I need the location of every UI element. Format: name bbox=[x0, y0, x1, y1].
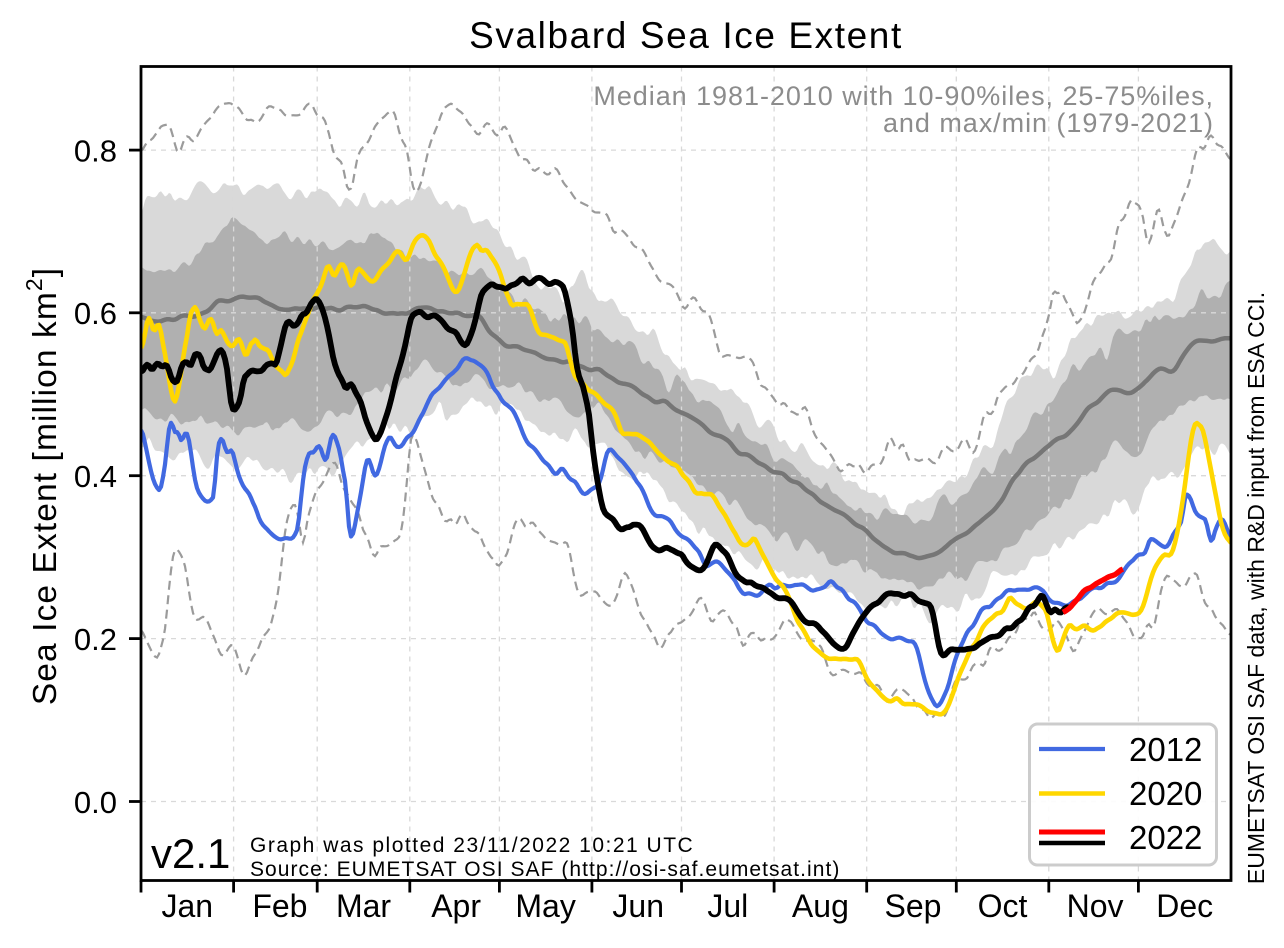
svg-text:2020: 2020 bbox=[1129, 775, 1202, 812]
svg-text:Source: EUMETSAT OSI SAF (http: Source: EUMETSAT OSI SAF (http://osi-saf… bbox=[250, 858, 840, 881]
svg-text:0.6: 0.6 bbox=[74, 296, 117, 331]
svg-text:Jan: Jan bbox=[162, 888, 214, 924]
svg-text:Apr: Apr bbox=[431, 888, 481, 924]
svg-text:May: May bbox=[515, 888, 575, 924]
svg-text:Aug: Aug bbox=[792, 888, 849, 924]
svg-text:Feb: Feb bbox=[252, 888, 307, 924]
svg-text:Oct: Oct bbox=[978, 888, 1028, 924]
svg-text:Mar: Mar bbox=[336, 888, 391, 924]
svg-text:0.0: 0.0 bbox=[74, 785, 117, 820]
svg-text:0.2: 0.2 bbox=[74, 622, 117, 657]
svg-text:Dec: Dec bbox=[1156, 888, 1213, 924]
svg-text:EUMETSAT OSI SAF data, with R&: EUMETSAT OSI SAF data, with R&D input fr… bbox=[1243, 292, 1269, 884]
svg-text:Sep: Sep bbox=[885, 888, 942, 924]
svg-text:2022: 2022 bbox=[1129, 819, 1202, 856]
svg-text:Sea Ice Extent [million km2]: Sea Ice Extent [million km2] bbox=[21, 267, 64, 705]
svg-text:2012: 2012 bbox=[1129, 731, 1202, 768]
svg-text:Graph was plotted 23/11/2022 1: Graph was plotted 23/11/2022 10:21 UTC bbox=[250, 834, 694, 857]
svg-text:0.8: 0.8 bbox=[74, 133, 117, 168]
svg-text:Nov: Nov bbox=[1067, 888, 1124, 924]
svg-text:and max/min (1979-2021): and max/min (1979-2021) bbox=[883, 108, 1214, 138]
svg-text:Jun: Jun bbox=[612, 888, 664, 924]
svg-text:0.4: 0.4 bbox=[74, 459, 117, 494]
svg-text:Svalbard Sea Ice Extent: Svalbard Sea Ice Extent bbox=[469, 15, 903, 56]
svg-text:v2.1: v2.1 bbox=[151, 830, 230, 877]
svg-text:Median 1981-2010 with 10-90%il: Median 1981-2010 with 10-90%iles, 25-75%… bbox=[593, 81, 1214, 111]
svg-text:Jul: Jul bbox=[707, 888, 748, 924]
